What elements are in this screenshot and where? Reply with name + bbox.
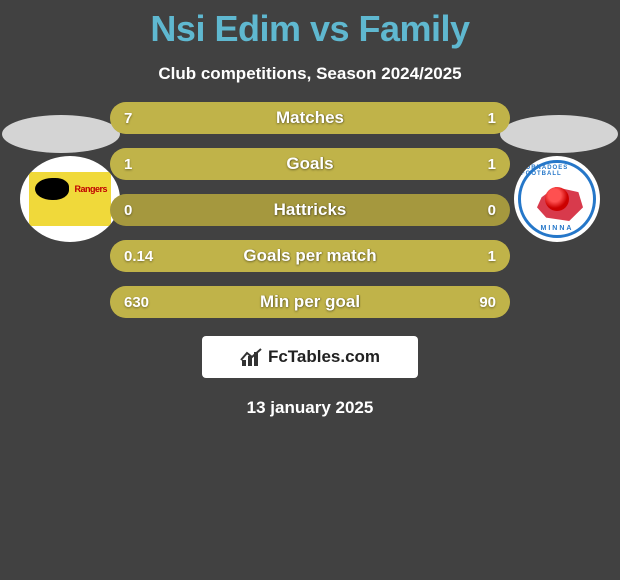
football-icon bbox=[545, 187, 569, 211]
team-badge-right: TORNADOES FOOTBALL MINNA bbox=[514, 156, 600, 242]
tornadoes-arc-top: TORNADOES FOOTBALL bbox=[521, 165, 593, 177]
comparison-panel: Rangers TORNADOES FOOTBALL MINNA 7Matche… bbox=[0, 102, 620, 418]
stat-value-right: 1 bbox=[488, 156, 496, 173]
stat-label: Hattricks bbox=[110, 200, 510, 220]
rangers-badge-inner: Rangers bbox=[29, 172, 111, 226]
chart-icon bbox=[240, 348, 262, 366]
stat-value-right: 1 bbox=[488, 110, 496, 127]
stat-row: 630Min per goal90 bbox=[110, 286, 510, 318]
stat-value-right: 0 bbox=[488, 202, 496, 219]
panther-icon bbox=[35, 178, 69, 200]
stat-value-right: 90 bbox=[479, 294, 496, 311]
stat-label: Matches bbox=[110, 108, 510, 128]
stat-label: Goals bbox=[110, 154, 510, 174]
stat-row: 7Matches1 bbox=[110, 102, 510, 134]
stat-row: 0Hattricks0 bbox=[110, 194, 510, 226]
rangers-badge-text: Rangers bbox=[74, 184, 107, 194]
stats-column: 7Matches11Goals10Hattricks00.14Goals per… bbox=[110, 102, 510, 318]
stat-row: 0.14Goals per match1 bbox=[110, 240, 510, 272]
shadow-oval-right bbox=[500, 115, 618, 153]
watermark-badge: FcTables.com bbox=[202, 336, 418, 378]
tornadoes-ring: TORNADOES FOOTBALL MINNA bbox=[518, 160, 596, 238]
team-badge-left: Rangers bbox=[20, 156, 120, 242]
page-title: Nsi Edim vs Family bbox=[0, 0, 620, 50]
stat-value-right: 1 bbox=[488, 248, 496, 265]
watermark-text: FcTables.com bbox=[268, 347, 380, 367]
subtitle: Club competitions, Season 2024/2025 bbox=[0, 64, 620, 84]
date-label: 13 january 2025 bbox=[0, 398, 620, 418]
stat-label: Min per goal bbox=[110, 292, 510, 312]
stat-label: Goals per match bbox=[110, 246, 510, 266]
stat-row: 1Goals1 bbox=[110, 148, 510, 180]
tornadoes-arc-bottom: MINNA bbox=[541, 225, 574, 232]
shadow-oval-left bbox=[2, 115, 120, 153]
